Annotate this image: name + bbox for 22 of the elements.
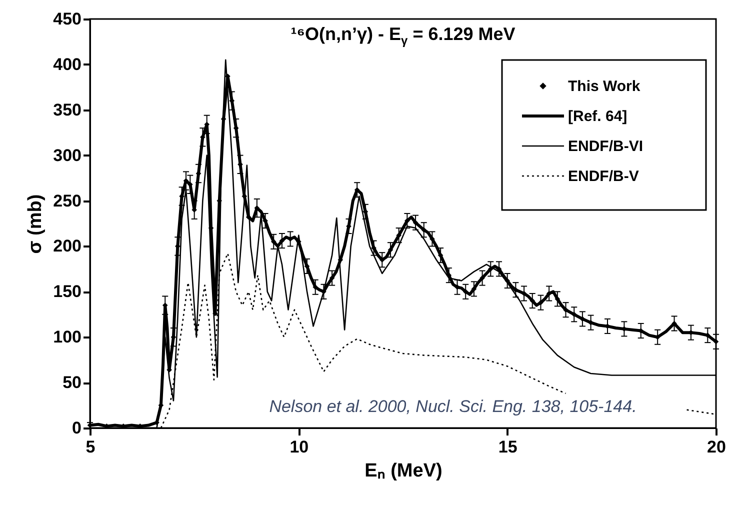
x-axis-title: Eₙ (MeV) [364,460,442,482]
annotation: Nelson et al. 2000, Nucl. Sci. Eng. 138, 105-144. [269,397,637,416]
legend-label: This Work [568,78,641,95]
y-tick-label: 250 [53,191,82,210]
y-tick-label: 350 [53,100,82,120]
chart-title: ¹⁶O(n,n’γ) - E$_{γ}$ = 6.129 MeV [290,24,516,48]
y-tick-label: 300 [53,146,82,165]
x-tick-label: 10 [290,438,309,456]
legend-label: [Ref. 64] [568,108,628,125]
y-tick-label: 50 [62,373,82,392]
y-tick-label: 100 [53,328,82,347]
x-tick-label: 5 [86,438,96,456]
y-tick-label: 450 [53,10,82,28]
legend-label: ENDF/B-V [568,168,639,185]
y-tick-label: 400 [53,54,82,74]
x-tick-label: 15 [498,438,518,456]
x-tick-label: 20 [707,438,726,456]
y-tick-label: 200 [53,236,82,256]
y-tick-label: 150 [53,282,82,302]
y-axis-title: σ (mb) [25,194,46,254]
y-tick-label: 0 [72,418,82,438]
legend-label: ENDF/B-VI [568,138,643,155]
